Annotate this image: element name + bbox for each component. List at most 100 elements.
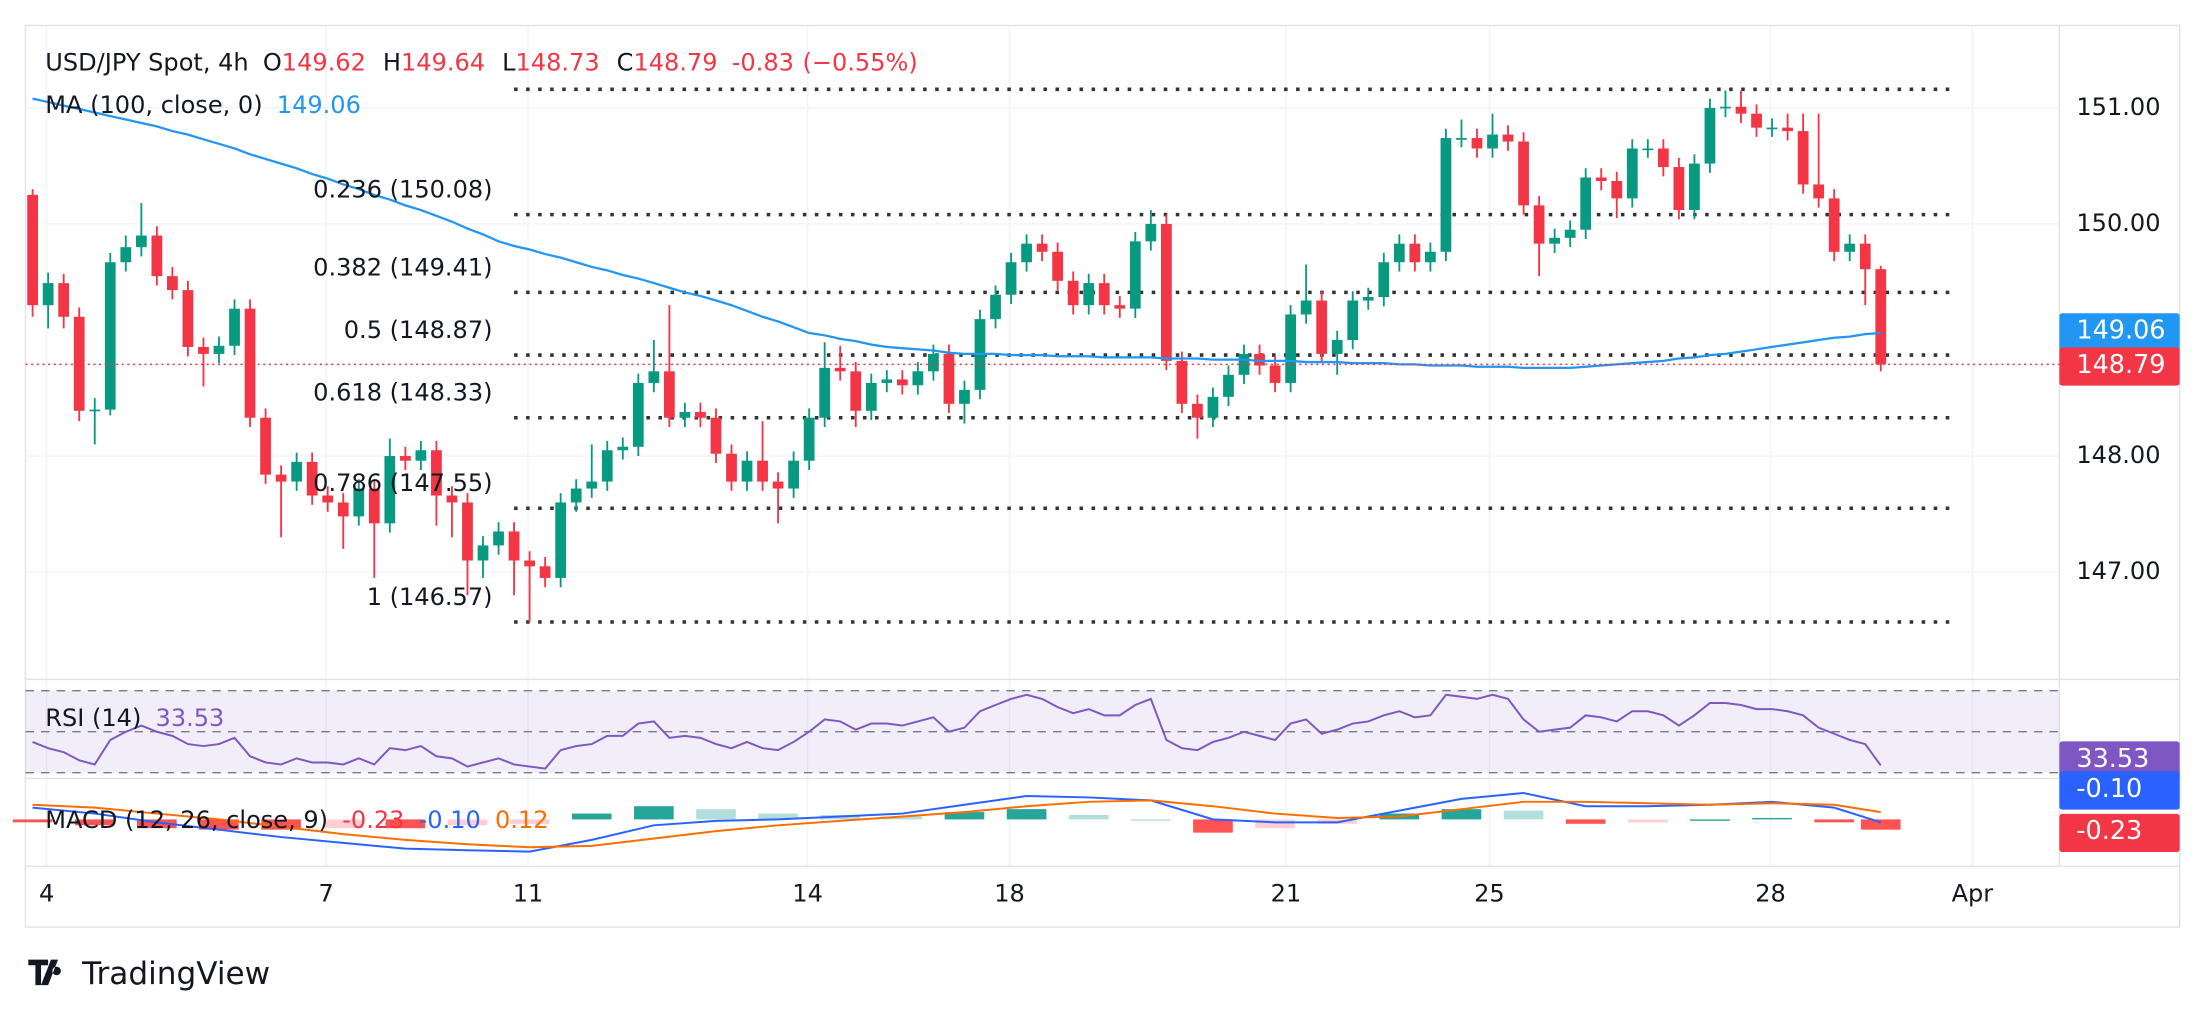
macd-histogram — [323, 819, 364, 829]
candle-body — [1533, 205, 1545, 244]
candle-body — [399, 456, 411, 461]
y-tick-label: 151.00 — [2076, 93, 2160, 121]
ohlc-key: L — [502, 49, 516, 77]
candle-body — [260, 417, 271, 475]
candle-body — [1362, 297, 1374, 301]
histogram-badge-bg — [2059, 813, 2180, 853]
ma-legend: MA (100, close, 0) 149.06 — [45, 91, 361, 119]
candle-body — [1316, 300, 1328, 354]
candle-body — [1052, 251, 1064, 281]
symbol: USD/JPY Spot, 4h — [45, 49, 248, 77]
candle-body — [27, 194, 38, 306]
change-pct: (−0.55%) — [802, 49, 917, 77]
candle-body — [1021, 243, 1032, 263]
candle-body — [1269, 365, 1281, 383]
ohlc-value: 149.64 — [401, 49, 485, 77]
x-tick-label: 7 — [318, 880, 333, 908]
candle-body — [601, 450, 613, 482]
candle-body — [1502, 134, 1514, 142]
candle-body — [1067, 280, 1079, 306]
macd-histogram — [1131, 819, 1171, 821]
candle-body — [151, 235, 163, 277]
macd-histogram — [261, 819, 301, 830]
rsi-name: RSI (14) — [45, 704, 141, 732]
candle-body — [648, 371, 660, 383]
candle-body — [167, 276, 178, 291]
brand-logo: TradingView — [28, 956, 270, 992]
candle-body — [1642, 148, 1654, 151]
ohlc-key: C — [617, 49, 634, 77]
candle-body — [772, 481, 784, 489]
macd-line — [32, 792, 1882, 853]
candle-body — [1751, 113, 1762, 128]
candle-body — [959, 389, 970, 404]
candle-body — [1207, 396, 1219, 418]
candle-body — [291, 461, 303, 482]
macd-histogram — [1752, 817, 1792, 820]
macd-histogram — [944, 812, 985, 820]
candle-body — [1036, 243, 1048, 252]
candle-body — [1595, 177, 1607, 181]
candle-body — [664, 371, 675, 418]
x-tick-label: Apr — [1952, 880, 1994, 908]
macd-legend: MACD (12, 26, close, 9) -0.23 -0.10 0.12 — [45, 806, 548, 834]
candle-body — [1005, 262, 1017, 295]
candle-body — [1471, 138, 1483, 149]
macd-histogram — [696, 809, 736, 820]
candle-body — [912, 371, 924, 386]
candle-body — [368, 488, 380, 524]
chart-frame — [24, 24, 2181, 928]
candle-body — [1657, 148, 1669, 168]
candle-body — [1347, 300, 1359, 340]
candle-body — [135, 235, 147, 248]
candle-body — [1083, 283, 1095, 306]
macd-name: MACD (12, 26, close, 9) — [45, 806, 328, 834]
candle-body — [943, 353, 955, 404]
candle-body — [896, 379, 908, 386]
candle-body — [803, 417, 815, 461]
fib-label: 0.5 (148.87) — [344, 316, 493, 344]
macd-readout: -0.23 — [342, 806, 404, 834]
candle-body — [1393, 243, 1405, 263]
macd-histogram — [1068, 815, 1109, 820]
macd-readout: -0.10 — [419, 806, 481, 834]
macd-histogram — [74, 819, 115, 826]
fib-label: 0.618 (148.33) — [313, 379, 492, 407]
candle-body — [1797, 131, 1809, 185]
candle-body — [1673, 167, 1685, 211]
change: -0.83 — [732, 49, 794, 77]
candle-body — [1192, 403, 1203, 418]
candle-body — [508, 531, 520, 561]
candle-body — [788, 460, 800, 489]
macd-histogram — [199, 819, 239, 830]
candle-body — [757, 460, 768, 482]
fib-label: 0.786 (147.55) — [313, 469, 492, 497]
moving-average — [32, 97, 1881, 369]
candle-body — [1409, 243, 1421, 263]
ma-badge: 149.06 — [2076, 316, 2165, 346]
candle-body — [275, 474, 287, 482]
candle-body — [834, 367, 846, 372]
x-tick-label: 25 — [1474, 880, 1505, 908]
candle-body — [477, 545, 489, 561]
candle-body — [865, 382, 877, 411]
candle-body — [431, 450, 442, 496]
candle-body — [1720, 106, 1731, 109]
ohlc-value: 149.62 — [282, 49, 366, 77]
macd-histogram — [1814, 819, 1855, 823]
candle-body — [1735, 106, 1747, 114]
x-tick-label: 18 — [994, 880, 1025, 908]
candle-body — [446, 495, 458, 503]
signal-line — [32, 799, 1881, 849]
candle-body — [586, 481, 598, 489]
macd-histogram — [137, 819, 177, 829]
candle-body — [244, 308, 256, 418]
candle-body — [89, 409, 101, 412]
candle-body — [1580, 177, 1592, 230]
candle-body — [1704, 107, 1716, 164]
candle-body — [493, 531, 504, 546]
fib-label: 1 (146.57) — [367, 583, 493, 611]
candle-body — [1859, 243, 1871, 270]
